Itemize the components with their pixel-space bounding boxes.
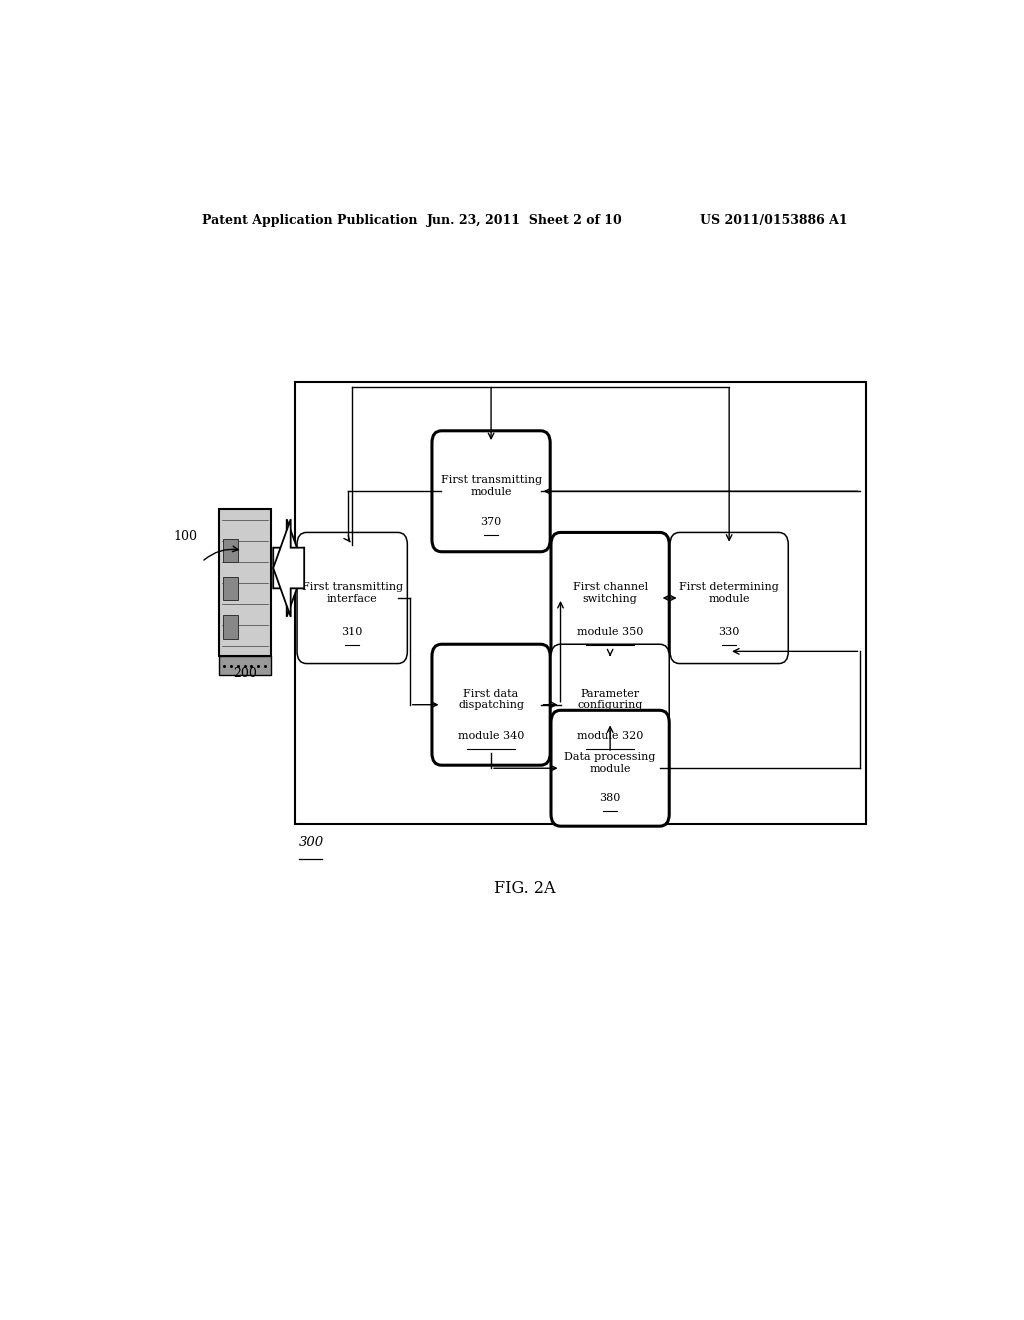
Text: Patent Application Publication: Patent Application Publication [202, 214, 418, 227]
Bar [219, 656, 270, 675]
FancyBboxPatch shape [670, 532, 788, 664]
Bar [295, 381, 866, 824]
Text: FIG. 2A: FIG. 2A [494, 880, 556, 898]
Bar [219, 510, 270, 656]
Text: 380: 380 [599, 792, 621, 803]
Text: 200: 200 [233, 667, 257, 680]
FancyBboxPatch shape [551, 644, 670, 766]
Text: 300: 300 [299, 837, 324, 849]
Text: 370: 370 [480, 517, 502, 527]
Text: Parameter
configuring: Parameter configuring [578, 689, 643, 710]
Bar [223, 615, 238, 639]
FancyBboxPatch shape [551, 710, 670, 826]
FancyBboxPatch shape [432, 644, 550, 766]
FancyArrow shape [273, 519, 304, 616]
Bar [223, 577, 238, 601]
Text: US 2011/0153886 A1: US 2011/0153886 A1 [700, 214, 848, 227]
Text: module 350: module 350 [577, 627, 643, 638]
FancyBboxPatch shape [551, 532, 670, 664]
FancyBboxPatch shape [297, 532, 408, 664]
Text: 310: 310 [342, 627, 362, 638]
Text: module 340: module 340 [458, 730, 524, 741]
Bar [223, 539, 238, 562]
Text: First data
dispatching: First data dispatching [458, 689, 524, 710]
Text: 330: 330 [719, 627, 739, 638]
Text: First transmitting
module: First transmitting module [440, 475, 542, 498]
Text: First channel
switching: First channel switching [572, 582, 647, 603]
FancyArrow shape [273, 519, 304, 616]
Text: module 320: module 320 [577, 730, 643, 741]
Text: Data processing
module: Data processing module [564, 752, 655, 774]
Text: 100: 100 [174, 531, 198, 543]
Text: First determining
module: First determining module [679, 582, 779, 603]
FancyBboxPatch shape [432, 430, 550, 552]
Text: Jun. 23, 2011  Sheet 2 of 10: Jun. 23, 2011 Sheet 2 of 10 [427, 214, 623, 227]
Text: First transmitting
interface: First transmitting interface [302, 582, 402, 603]
